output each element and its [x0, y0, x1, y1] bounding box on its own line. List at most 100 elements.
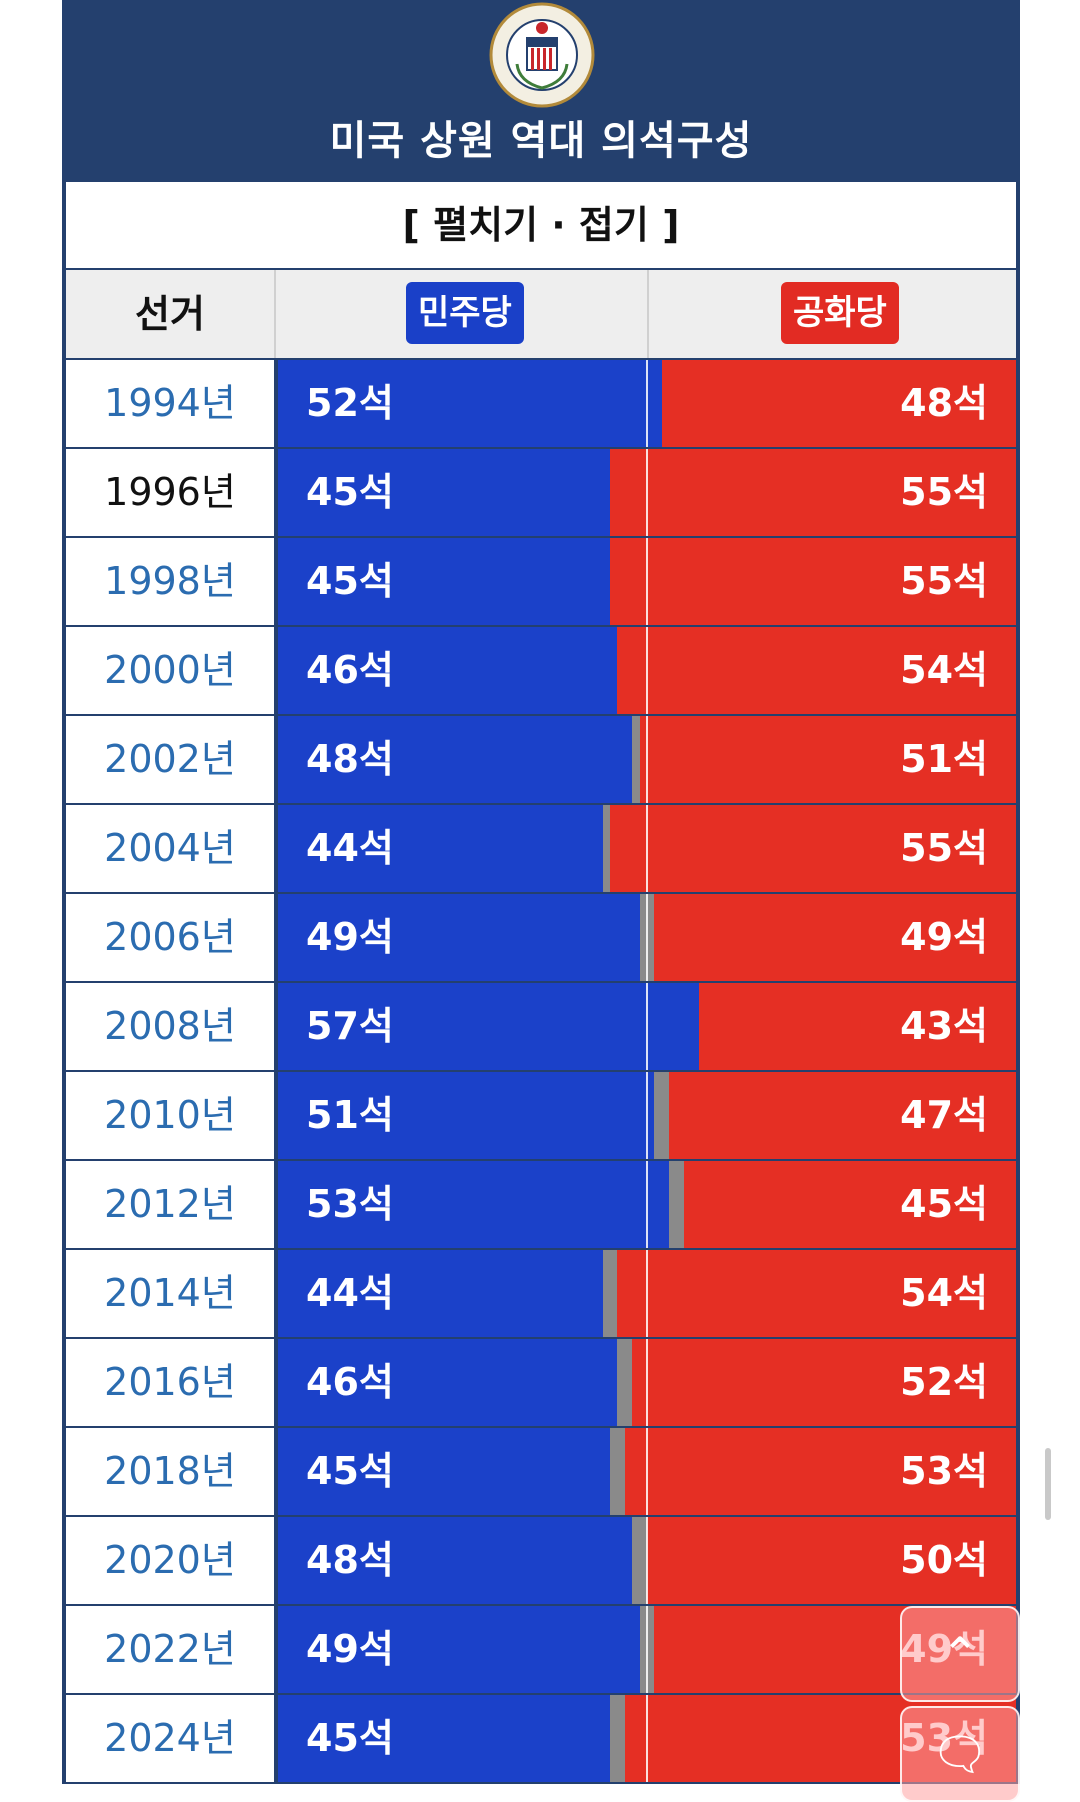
- seat-bar: 57석 43석: [278, 983, 1016, 1070]
- democratic-seat-segment: [278, 1517, 633, 1604]
- republican-seat-label: 52석: [900, 1360, 988, 1404]
- democratic-seat-label: 51석: [306, 1093, 394, 1137]
- majority-midline: [646, 360, 648, 447]
- republican-seat-label: 54석: [900, 1271, 988, 1315]
- democratic-seat-label: 44석: [306, 1271, 394, 1315]
- page-title: 미국 상원 역대 의석구성: [329, 118, 753, 164]
- column-header-democratic: 민주당: [406, 282, 524, 344]
- scrollbar-thumb[interactable]: [1045, 1448, 1051, 1520]
- election-year-link[interactable]: 2004년: [66, 805, 274, 892]
- senate-composition-panel: 미국 상원 역대 의석구성 [ 펼치기 · 접기 ] 선거 민주당 공화당 19…: [62, 0, 1020, 1784]
- republican-seat-label: 45석: [900, 1182, 988, 1226]
- election-year-link[interactable]: 2006년: [66, 894, 274, 981]
- election-year-link[interactable]: 1998년: [66, 538, 274, 625]
- election-year-link[interactable]: 2012년: [66, 1161, 274, 1248]
- democratic-seat-segment: [278, 449, 611, 536]
- majority-midline: [646, 1606, 648, 1693]
- chevron-up-icon: ⌃: [940, 1627, 980, 1681]
- table-row: 2024년45석53석: [66, 1695, 1016, 1782]
- seat-bar: 44석 55석: [278, 805, 1016, 892]
- majority-midline: [646, 1339, 648, 1426]
- majority-midline: [646, 1695, 648, 1782]
- election-year-link[interactable]: 2018년: [66, 1428, 274, 1515]
- democratic-seat-label: 53석: [306, 1182, 394, 1226]
- other-seat-segment: [617, 1339, 633, 1426]
- republican-seat-label: 54석: [900, 648, 988, 692]
- seat-bar: 45석 53석: [278, 1428, 1016, 1515]
- democratic-seat-segment: [278, 1695, 611, 1782]
- democratic-seat-segment: [278, 1161, 670, 1248]
- other-seat-segment: [632, 716, 640, 803]
- democratic-seat-segment: [278, 360, 662, 447]
- democratic-seat-label: 45석: [306, 470, 394, 514]
- election-year-link[interactable]: 2024년: [66, 1695, 274, 1782]
- election-year-link[interactable]: 1996년: [66, 449, 274, 536]
- election-year-link[interactable]: 2010년: [66, 1072, 274, 1159]
- majority-midline: [646, 1250, 648, 1337]
- democratic-seat-label: 46석: [306, 1360, 394, 1404]
- democratic-seat-label: 52석: [306, 381, 394, 425]
- election-year-link[interactable]: 1994년: [66, 360, 274, 447]
- chat-button[interactable]: 🗨: [900, 1706, 1020, 1802]
- table-row: 1998년 45석 55석: [66, 538, 1016, 625]
- election-year-link[interactable]: 2022년: [66, 1606, 274, 1693]
- column-header-election: 선거: [135, 292, 205, 336]
- democratic-seat-label: 48석: [306, 737, 394, 781]
- election-year-link[interactable]: 2016년: [66, 1339, 274, 1426]
- democratic-seat-segment: [278, 1606, 640, 1693]
- democratic-seat-label: 45석: [306, 559, 394, 603]
- democratic-seat-segment: [278, 1072, 655, 1159]
- election-year-link[interactable]: 2008년: [66, 983, 274, 1070]
- election-year-link[interactable]: 2002년: [66, 716, 274, 803]
- republican-seat-label: 55석: [900, 559, 988, 603]
- democratic-seat-segment: [278, 538, 611, 625]
- column-divider: [647, 270, 649, 358]
- table-row: 2008년 57석 43석: [66, 983, 1016, 1070]
- majority-midline: [646, 449, 648, 536]
- republican-seat-label: 48석: [900, 381, 988, 425]
- table-header: 미국 상원 역대 의석구성: [62, 0, 1020, 182]
- column-divider: [274, 270, 276, 358]
- seat-bar: 52석 48석: [278, 360, 1016, 447]
- table-row: 2016년 46석 52석: [66, 1339, 1016, 1426]
- table-row: 2006년 49석 49석: [66, 894, 1016, 981]
- seat-bar: 45석 55석: [278, 449, 1016, 536]
- table-row: 1996년 45석 55석: [66, 449, 1016, 536]
- republican-seat-label: 51석: [900, 737, 988, 781]
- democratic-seat-label: 46석: [306, 648, 394, 692]
- majority-midline: [646, 627, 648, 714]
- majority-midline: [646, 1161, 648, 1248]
- table-row: 2000년 46석 54석: [66, 627, 1016, 714]
- table-row: 2004년 44석 55석: [66, 805, 1016, 892]
- election-year-link[interactable]: 2000년: [66, 627, 274, 714]
- democratic-seat-label: 49석: [306, 1627, 394, 1671]
- majority-midline: [646, 1517, 648, 1604]
- expand-collapse-toggle[interactable]: [ 펼치기 · 접기 ]: [66, 182, 1016, 268]
- column-header-republican: 공화당: [781, 282, 899, 344]
- democratic-seat-segment: [278, 1339, 618, 1426]
- other-seat-segment: [632, 1517, 647, 1604]
- election-year-link[interactable]: 2014년: [66, 1250, 274, 1337]
- democratic-seat-segment: [278, 627, 618, 714]
- column-header-row: 선거 민주당 공화당: [66, 270, 1016, 358]
- scroll-to-top-button[interactable]: ⌃: [900, 1606, 1020, 1702]
- other-seat-segment: [602, 1250, 618, 1337]
- republican-seat-label: 55석: [900, 470, 988, 514]
- senate-seal-icon: [489, 2, 595, 108]
- other-seat-segment: [610, 1428, 625, 1515]
- table-row: 1994년 52석 48석: [66, 360, 1016, 447]
- seat-bar: 48석 50석: [278, 1517, 1016, 1604]
- democratic-seat-segment: [278, 716, 633, 803]
- democratic-seat-label: 45석: [306, 1449, 394, 1493]
- democratic-seat-segment: [278, 894, 640, 981]
- election-year-link[interactable]: 2020년: [66, 1517, 274, 1604]
- democratic-seat-segment: [278, 1250, 603, 1337]
- democratic-seat-label: 48석: [306, 1538, 394, 1582]
- republican-seat-label: 53석: [900, 1449, 988, 1493]
- other-seat-segment: [669, 1161, 684, 1248]
- republican-seat-label: 43석: [900, 1004, 988, 1048]
- table-row: 2010년 51석 47석: [66, 1072, 1016, 1159]
- seat-bar: 44석 54석: [278, 1250, 1016, 1337]
